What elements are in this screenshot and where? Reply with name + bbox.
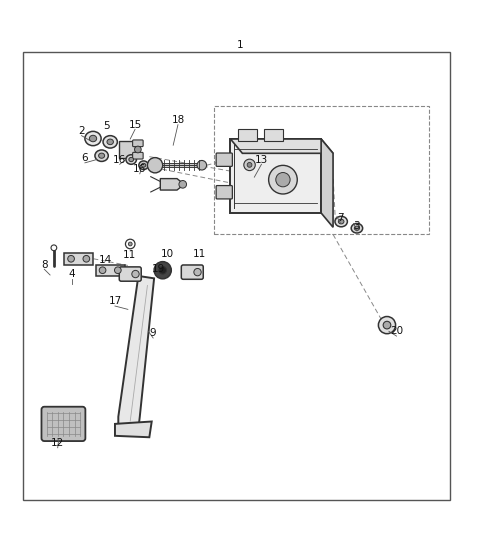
Polygon shape (64, 253, 93, 265)
Text: 1: 1 (237, 40, 243, 50)
Text: 5: 5 (103, 121, 110, 131)
Polygon shape (119, 141, 135, 158)
Circle shape (197, 161, 206, 170)
Text: 9: 9 (150, 328, 156, 338)
Circle shape (194, 268, 201, 276)
Text: 4: 4 (69, 269, 75, 279)
Circle shape (125, 239, 135, 249)
Text: 12: 12 (51, 438, 64, 448)
Circle shape (159, 266, 167, 274)
Ellipse shape (107, 139, 113, 145)
Ellipse shape (335, 216, 348, 227)
Text: 2: 2 (78, 126, 85, 136)
Polygon shape (230, 139, 321, 213)
Circle shape (51, 245, 57, 251)
FancyBboxPatch shape (238, 129, 257, 141)
Circle shape (115, 267, 121, 273)
Text: 17: 17 (108, 296, 121, 306)
Text: 16: 16 (133, 164, 146, 174)
Circle shape (247, 162, 252, 167)
Ellipse shape (129, 157, 133, 162)
Circle shape (154, 262, 171, 279)
Circle shape (244, 159, 255, 170)
Text: 8: 8 (41, 260, 48, 270)
FancyBboxPatch shape (181, 265, 203, 279)
Circle shape (99, 267, 106, 273)
Ellipse shape (89, 135, 96, 142)
Polygon shape (160, 179, 184, 190)
Ellipse shape (139, 161, 148, 169)
Text: 6: 6 (82, 153, 88, 163)
Text: 10: 10 (161, 249, 174, 258)
Circle shape (276, 173, 290, 187)
Circle shape (147, 158, 163, 173)
Text: 15: 15 (128, 120, 142, 130)
FancyBboxPatch shape (132, 140, 143, 147)
FancyBboxPatch shape (132, 152, 143, 159)
FancyBboxPatch shape (41, 406, 85, 441)
Ellipse shape (98, 153, 105, 158)
Text: 13: 13 (255, 155, 268, 164)
Ellipse shape (354, 226, 360, 230)
Ellipse shape (338, 219, 344, 224)
Ellipse shape (351, 223, 363, 233)
Ellipse shape (85, 131, 101, 146)
Polygon shape (230, 139, 333, 153)
FancyBboxPatch shape (264, 129, 283, 141)
Ellipse shape (142, 163, 146, 167)
Polygon shape (96, 265, 124, 276)
Circle shape (269, 166, 297, 194)
Polygon shape (115, 421, 152, 437)
Polygon shape (321, 139, 333, 227)
Circle shape (134, 146, 141, 153)
Text: 11: 11 (193, 249, 206, 258)
FancyBboxPatch shape (216, 185, 232, 199)
Text: 19: 19 (152, 264, 166, 274)
Circle shape (68, 255, 74, 262)
Circle shape (383, 321, 391, 329)
Text: 20: 20 (390, 326, 403, 336)
Text: 14: 14 (99, 255, 112, 265)
Ellipse shape (103, 136, 117, 148)
Text: 18: 18 (171, 115, 185, 125)
Text: 11: 11 (123, 250, 136, 260)
Ellipse shape (95, 150, 108, 161)
FancyBboxPatch shape (119, 267, 141, 281)
Ellipse shape (126, 155, 136, 164)
Circle shape (179, 180, 187, 188)
Polygon shape (118, 276, 154, 425)
Text: 7: 7 (337, 213, 344, 223)
Text: 3: 3 (354, 221, 360, 232)
Text: 16: 16 (113, 155, 126, 164)
Circle shape (132, 271, 139, 278)
Circle shape (83, 255, 90, 262)
Circle shape (128, 242, 132, 246)
Circle shape (378, 316, 396, 334)
FancyBboxPatch shape (216, 153, 232, 167)
